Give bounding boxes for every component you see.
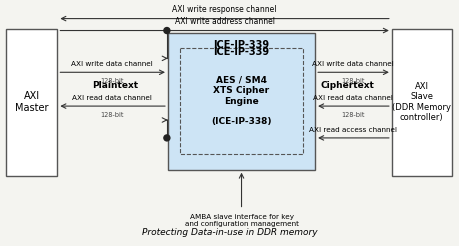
Text: ICE-IP-339: ICE-IP-339 [213,41,269,50]
Bar [6,29,57,176]
Text: AMBA slave interface for key
and configuration management: AMBA slave interface for key and configu… [184,215,298,228]
Text: AXI write data channel: AXI write data channel [71,61,153,67]
Text: AXI read data channel: AXI read data channel [72,95,152,101]
Text: Plaintext: Plaintext [92,81,138,90]
Text: 128-bit: 128-bit [100,112,123,118]
Text: Ciphertext: Ciphertext [319,81,373,90]
Text: AXI
Slave
(DDR Memory
controller): AXI Slave (DDR Memory controller) [392,82,450,122]
Text: Protecting Data-in-use in DDR memory: Protecting Data-in-use in DDR memory [141,228,317,237]
Text: AXI read access channel: AXI read access channel [308,127,396,133]
Bar [179,48,302,154]
Text: 128-bit: 128-bit [341,78,364,84]
Circle shape [163,28,169,33]
Bar [168,32,314,170]
Text: 128-bit: 128-bit [341,112,364,118]
Text: 128-bit: 128-bit [100,78,123,84]
Text: AXI write data channel: AXI write data channel [312,61,393,67]
Text: AXI
Master: AXI Master [15,91,48,113]
Text: AXI write response channel: AXI write response channel [172,5,276,14]
Bar [391,29,451,176]
Text: AXI read data channel: AXI read data channel [313,95,392,101]
Circle shape [163,135,169,141]
Text: ICE-IP-339: ICE-IP-339 [213,47,269,57]
Text: AES / SM4
XTS Cipher
Engine

(ICE-IP-338): AES / SM4 XTS Cipher Engine (ICE-IP-338) [211,76,271,126]
Text: AXI write address channel: AXI write address channel [174,16,274,26]
